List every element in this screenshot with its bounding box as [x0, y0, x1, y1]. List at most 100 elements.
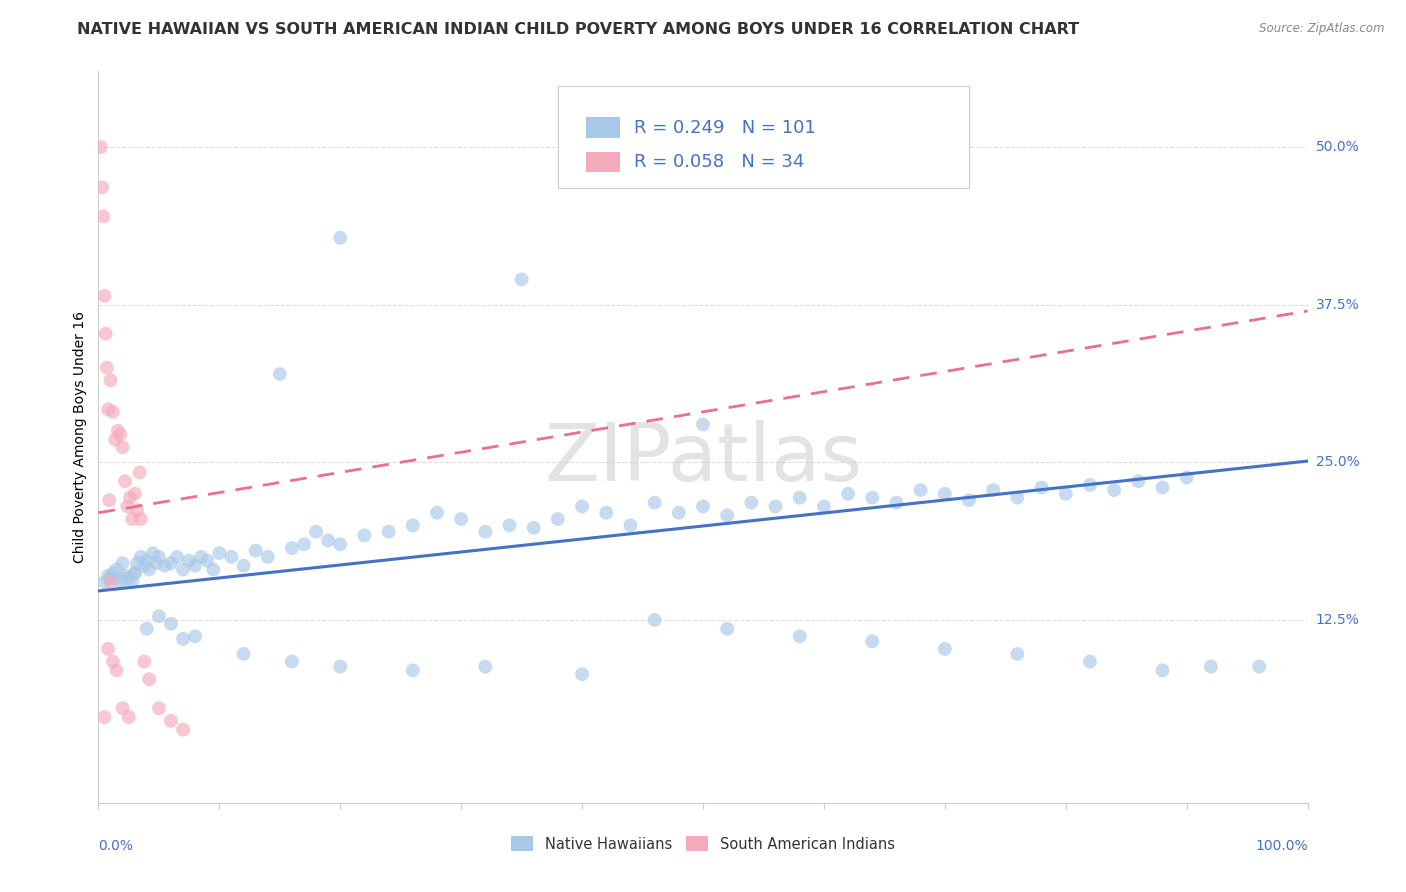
Point	[96, 360, 118, 375]
Point	[153, 558, 176, 573]
Point	[114, 569, 136, 583]
Point	[329, 659, 352, 673]
Point	[128, 466, 150, 480]
Point	[329, 231, 352, 245]
Point	[571, 667, 593, 681]
Point	[644, 613, 666, 627]
Point	[256, 549, 278, 564]
Point	[121, 512, 143, 526]
Point	[644, 496, 666, 510]
Point	[1078, 478, 1101, 492]
Point	[837, 487, 859, 501]
Point	[134, 558, 156, 573]
Point	[172, 632, 194, 646]
Point	[595, 506, 617, 520]
Point	[145, 556, 167, 570]
Point	[134, 655, 156, 669]
Point	[111, 556, 134, 570]
Point	[957, 493, 980, 508]
Point	[142, 546, 165, 560]
Point	[1007, 647, 1029, 661]
Point	[1078, 655, 1101, 669]
Text: 12.5%: 12.5%	[1316, 613, 1360, 627]
Point	[135, 554, 157, 568]
Point	[208, 546, 231, 560]
Point	[232, 647, 254, 661]
Point	[426, 506, 449, 520]
Point	[124, 566, 146, 581]
Point	[202, 562, 225, 576]
Point	[353, 528, 375, 542]
Point	[1102, 483, 1125, 497]
FancyBboxPatch shape	[586, 152, 620, 172]
Point	[129, 512, 152, 526]
Point	[148, 549, 170, 564]
Point	[118, 571, 141, 585]
Point	[98, 493, 121, 508]
Point	[1152, 481, 1174, 495]
Point	[100, 571, 122, 585]
FancyBboxPatch shape	[558, 86, 969, 188]
Point	[1249, 659, 1271, 673]
Point	[91, 210, 114, 224]
Point	[934, 642, 956, 657]
Point	[160, 556, 183, 570]
Point	[160, 616, 183, 631]
Point	[105, 562, 128, 576]
Point	[269, 367, 291, 381]
Point	[619, 518, 641, 533]
Point	[124, 566, 146, 581]
Text: 0.0%: 0.0%	[98, 839, 134, 854]
Point	[101, 405, 124, 419]
Point	[172, 723, 194, 737]
Point	[692, 500, 714, 514]
Point	[91, 180, 114, 194]
Point	[245, 543, 267, 558]
Point	[100, 575, 122, 590]
Point	[474, 524, 496, 539]
Point	[100, 373, 122, 387]
Point	[135, 622, 157, 636]
Point	[281, 541, 304, 555]
Point	[402, 518, 425, 533]
Legend: Native Hawaiians, South American Indians: Native Hawaiians, South American Indians	[505, 830, 901, 858]
Point	[934, 487, 956, 501]
Point	[101, 655, 124, 669]
Point	[166, 549, 188, 564]
Point	[692, 417, 714, 432]
Point	[1031, 481, 1053, 495]
Point	[97, 642, 120, 657]
Point	[886, 496, 908, 510]
Point	[127, 503, 149, 517]
Point	[97, 402, 120, 417]
Point	[93, 575, 115, 590]
Point	[510, 272, 533, 286]
Point	[402, 664, 425, 678]
Point	[292, 537, 315, 551]
Point	[121, 575, 143, 590]
Point	[195, 554, 218, 568]
Point	[94, 326, 117, 341]
Point	[117, 500, 139, 514]
Point	[232, 558, 254, 573]
Point	[450, 512, 472, 526]
Point	[179, 554, 201, 568]
Point	[101, 566, 124, 581]
Point	[184, 558, 207, 573]
Point	[571, 500, 593, 514]
Point	[108, 575, 131, 590]
Point	[765, 500, 787, 514]
Point	[523, 521, 546, 535]
Point	[107, 424, 129, 438]
Point	[860, 491, 883, 505]
Point	[90, 140, 112, 154]
FancyBboxPatch shape	[586, 118, 620, 138]
Point	[111, 701, 134, 715]
Text: NATIVE HAWAIIAN VS SOUTH AMERICAN INDIAN CHILD POVERTY AMONG BOYS UNDER 16 CORRE: NATIVE HAWAIIAN VS SOUTH AMERICAN INDIAN…	[77, 22, 1080, 37]
Point	[111, 440, 134, 454]
Point	[1199, 659, 1222, 673]
Point	[105, 664, 128, 678]
Point	[160, 714, 183, 728]
Point	[138, 672, 160, 686]
Point	[740, 496, 762, 510]
